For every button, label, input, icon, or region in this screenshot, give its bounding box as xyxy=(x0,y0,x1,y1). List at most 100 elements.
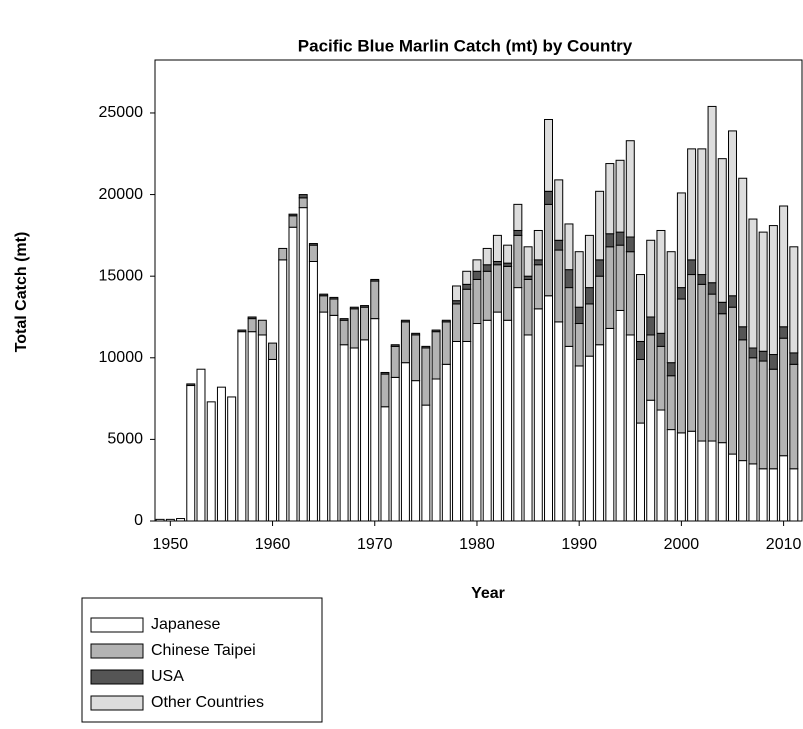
bar-segment xyxy=(676,192,686,289)
bar-segment xyxy=(687,274,697,432)
bar-segment xyxy=(360,306,370,341)
bar-segment xyxy=(237,331,247,522)
bar-segment xyxy=(564,223,574,271)
bar-segment xyxy=(513,203,523,231)
bar-segment xyxy=(452,285,462,302)
bar-segment xyxy=(370,280,380,320)
bar-segment xyxy=(349,308,359,349)
bar-segment xyxy=(768,468,778,522)
bar-segment xyxy=(400,321,410,364)
bar-segment xyxy=(329,298,339,316)
bar-segment xyxy=(687,259,697,276)
x-tick-label: 1990 xyxy=(561,536,597,553)
bar-segment xyxy=(390,345,400,378)
bar-segment xyxy=(390,344,400,347)
bar-segment xyxy=(421,345,431,349)
bar-segment xyxy=(554,321,564,522)
bar-segment xyxy=(697,148,707,276)
bar-segment xyxy=(564,345,574,522)
bar-segment xyxy=(411,380,421,522)
bar-segment xyxy=(666,251,676,364)
bar-segment xyxy=(748,347,758,359)
bar-segment xyxy=(400,362,410,522)
bar-segment xyxy=(697,283,707,442)
bar-segment xyxy=(319,293,329,297)
bar-segment xyxy=(298,197,308,209)
bar-segment xyxy=(789,246,799,354)
legend-label: Japanese xyxy=(151,616,220,633)
bar-segment xyxy=(717,301,727,315)
bar-segment xyxy=(329,314,339,522)
x-tick-label: 1970 xyxy=(357,536,393,553)
bar-segment xyxy=(349,347,359,522)
bar-segment xyxy=(584,234,594,289)
bar-segment xyxy=(176,518,186,522)
bar-segment xyxy=(452,340,462,522)
bar-segment xyxy=(298,207,308,522)
bar-segment xyxy=(595,190,605,261)
bar-segment xyxy=(278,259,288,522)
bar-segment xyxy=(779,205,789,328)
y-tick-label: 20000 xyxy=(99,186,144,203)
bar-segment xyxy=(503,244,513,264)
legend-swatch xyxy=(90,617,144,633)
bar-segment xyxy=(656,229,666,334)
bar-segment xyxy=(615,231,625,246)
bar-segment xyxy=(605,327,615,522)
bar-segment xyxy=(319,311,329,522)
bar-segment xyxy=(717,442,727,522)
bar-segment xyxy=(666,375,676,431)
legend-swatch xyxy=(90,669,144,685)
bar-segment xyxy=(636,358,645,424)
bar-segment xyxy=(554,239,564,251)
bar-segment xyxy=(656,332,666,347)
bar-segment xyxy=(421,404,431,522)
bar-segment xyxy=(595,344,605,522)
bar-segment xyxy=(441,319,451,323)
bar-segment xyxy=(482,247,492,266)
bar-segment xyxy=(584,355,594,522)
bar-segment xyxy=(697,440,707,522)
bar-segment xyxy=(779,455,789,522)
bar-segment xyxy=(339,318,349,321)
bar-segment xyxy=(482,319,492,522)
bar-segment xyxy=(707,105,717,284)
bar-segment xyxy=(268,358,278,522)
bar-segment xyxy=(360,339,370,522)
bar-segment xyxy=(513,234,523,289)
bar-segment xyxy=(431,378,441,522)
bar-segment xyxy=(390,376,400,522)
bar-segment xyxy=(533,264,543,310)
bar-segment xyxy=(646,239,656,318)
bar-segment xyxy=(676,432,686,522)
bar-segment xyxy=(308,243,318,246)
bar-segment xyxy=(595,275,605,346)
bar-segment xyxy=(247,331,257,522)
bar-segment xyxy=(789,363,799,470)
bar-segment xyxy=(329,296,339,300)
bar-segment xyxy=(605,163,615,235)
bar-segment xyxy=(462,340,472,522)
bar-segment xyxy=(595,259,605,277)
bar-segment xyxy=(472,278,482,325)
bar-segment xyxy=(728,130,737,297)
bar-segment xyxy=(768,225,778,356)
bar-segment xyxy=(165,518,175,522)
bar-segment xyxy=(605,246,615,329)
bar-segment xyxy=(584,287,594,305)
bar-segment xyxy=(707,293,717,442)
legend-swatch xyxy=(90,643,144,659)
bar-segment xyxy=(544,295,554,522)
bar-segment xyxy=(380,373,390,408)
bar-segment xyxy=(513,229,523,236)
bar-segment xyxy=(523,278,533,336)
bar-segment xyxy=(482,264,492,272)
bar-segment xyxy=(748,463,758,522)
bar-segment xyxy=(779,337,789,457)
legend-label: Chinese Taipei xyxy=(151,642,256,659)
chart-title: Pacific Blue Marlin Catch (mt) by Countr… xyxy=(298,36,633,55)
bar-segment xyxy=(554,249,564,323)
legend-swatch xyxy=(90,695,144,711)
bar-segment xyxy=(421,347,431,406)
